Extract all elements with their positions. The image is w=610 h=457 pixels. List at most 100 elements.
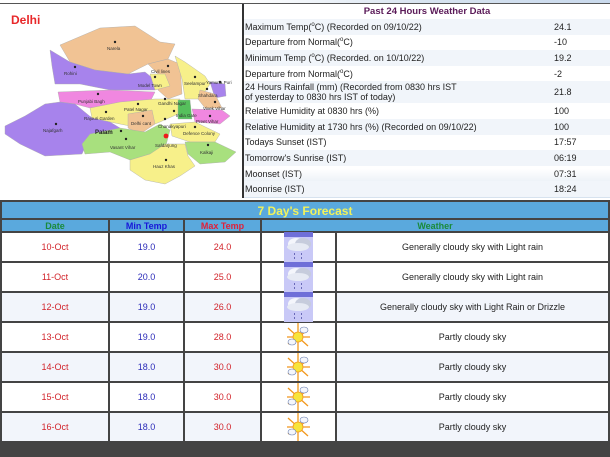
max-temp-value: 24.1 (554, 21, 572, 32)
forecast-max-temp: 30.0 (213, 392, 232, 402)
rain-cloud-icon (284, 292, 313, 322)
svg-text:Palam: Palam (95, 130, 113, 136)
svg-text:Model Town: Model Town (138, 83, 162, 88)
forecast-min-temp: 19.0 (137, 302, 156, 312)
min-temp-value: 19.2 (554, 52, 572, 63)
past-row-humidity-0830: Relative Humidity at 0830 hrs (%) 100 (244, 103, 610, 119)
past-24-table: Maximum Temp(oC) (Recorded on 09/10/22) … (244, 19, 610, 197)
svg-text:Yamuna Puri: Yamuna Puri (206, 80, 232, 85)
forecast-weather: Partly cloudy sky (438, 332, 507, 342)
forecast-date: 11-Oct (41, 272, 69, 282)
forecast-weather: Generally cloudy sky with Light Rain or … (379, 302, 566, 312)
panel-divider (242, 4, 244, 198)
forecast-min-temp: 19.0 (137, 332, 156, 342)
forecast-weather: Partly cloudy sky (438, 362, 507, 372)
seven-day-forecast-table: 7 Day's Forecast Date Min Temp Max Temp … (0, 200, 610, 457)
svg-text:Kalkaji: Kalkaji (200, 150, 213, 155)
svg-text:Gandhi Nagar: Gandhi Nagar (158, 101, 187, 106)
header-date: Date (2, 220, 108, 231)
past-row-sunset: Todays Sunset (IST) 17:57 (244, 135, 610, 151)
forecast-row: 12-Oct 19.0 26.0 Generally cloudy sky wi… (2, 292, 608, 323)
svg-text:Rohini: Rohini (64, 71, 77, 76)
forecast-date: 13-Oct (41, 332, 69, 342)
header-min-temp: Min Temp (110, 220, 183, 231)
past-row-min-departure: Departure from Normal(oC) -2 (244, 66, 610, 82)
sunrise-value: 06:19 (554, 152, 577, 163)
forecast-date: 12-Oct (41, 302, 69, 312)
forecast-weather: Generally cloudy sky with Light rain (401, 242, 544, 252)
forecast-max-temp: 25.0 (213, 272, 232, 282)
forecast-row: 15-Oct 18.0 30.0 Partly cloudy sky (2, 383, 608, 413)
humidity-1730-value: 100 (554, 121, 570, 132)
svg-text:Rajouri Garden: Rajouri Garden (84, 116, 115, 121)
forecast-min-temp: 20.0 (137, 272, 156, 282)
forecast-title: 7 Day's Forecast (2, 202, 608, 220)
forecast-max-temp: 24.0 (213, 242, 232, 252)
past-row-sunrise: Tomorrow's Sunrise (IST) 06:19 (244, 150, 610, 166)
partly-cloudy-icon (284, 382, 313, 412)
past-row-moonrise: Moonrise (IST) 18:24 (244, 181, 610, 197)
svg-text:Shahdara: Shahdara (198, 93, 218, 98)
svg-text:Hauz Khas: Hauz Khas (153, 164, 176, 169)
past-row-rainfall: 24 Hours Rainfall (mm) (Recorded from 08… (244, 81, 610, 104)
partly-cloudy-icon (284, 322, 313, 352)
past-24-hours-panel: Past 24 Hours Weather Data Maximum Temp(… (244, 4, 610, 198)
rainfall-value: 21.8 (554, 87, 572, 98)
header-weather: Weather (262, 220, 608, 231)
svg-text:Vasant Vihar: Vasant Vihar (110, 145, 136, 150)
svg-text:Preet Vihar: Preet Vihar (196, 119, 219, 124)
forecast-max-temp: 26.0 (213, 302, 232, 312)
svg-text:India Gate: India Gate (176, 113, 197, 118)
past-row-max-temp: Maximum Temp(oC) (Recorded on 09/10/22) … (244, 19, 610, 35)
svg-text:Patel Nagar: Patel Nagar (124, 107, 148, 112)
max-departure-value: -10 (554, 37, 568, 48)
rain-cloud-icon (284, 262, 313, 292)
partly-cloudy-icon (284, 412, 313, 442)
svg-text:Narela: Narela (107, 46, 121, 51)
moonrise-value: 18:24 (554, 184, 577, 195)
forecast-row: 10-Oct 19.0 24.0 Generally cloudy sky wi… (2, 232, 608, 263)
min-departure-value: -2 (554, 68, 563, 79)
past-row-min-temp: Minimum Temp (oC) (Recorded. on 10/10/22… (244, 50, 610, 66)
forecast-min-temp: 18.0 (137, 392, 156, 402)
forecast-date: 16-Oct (41, 422, 69, 432)
forecast-row: 11-Oct 20.0 25.0 Generally cloudy sky wi… (2, 262, 608, 293)
svg-text:Defence Colony: Defence Colony (183, 131, 216, 136)
forecast-row: 14-Oct 18.0 30.0 Partly cloudy sky (2, 353, 608, 383)
forecast-weather: Partly cloudy sky (438, 422, 507, 432)
forecast-row: 16-Oct 18.0 30.0 Partly cloudy sky (2, 413, 608, 443)
rain-cloud-icon (284, 232, 313, 262)
forecast-weather: Partly cloudy sky (438, 392, 507, 402)
moonset-value: 07:31 (554, 168, 577, 179)
delhi-map-panel: Narela Rohini Civil lines Model Town Seelam… (0, 4, 242, 198)
past-row-max-departure: Departure from Normal(oC) -10 (244, 35, 610, 51)
forecast-date: 14-Oct (41, 362, 69, 372)
humidity-0830-value: 100 (554, 106, 570, 117)
svg-text:Najafgarh: Najafgarh (43, 128, 63, 133)
forecast-max-temp: 30.0 (213, 362, 232, 372)
map-title: Delhi (11, 13, 41, 27)
top-strip (0, 0, 610, 4)
forecast-max-temp: 30.0 (213, 422, 232, 432)
forecast-min-temp: 19.0 (137, 242, 156, 252)
svg-text:Delhi cant: Delhi cant (131, 121, 152, 126)
delhi-district-map: Narela Rohini Civil lines Model Town Seelam… (4, 25, 237, 185)
past-row-moonset: Moonset (IST) 07:31 (244, 166, 610, 182)
sunset-value: 17:57 (554, 137, 577, 148)
svg-text:Seelampur: Seelampur (184, 81, 206, 86)
svg-text:Vivek Vihar: Vivek Vihar (203, 106, 226, 111)
forecast-date: 10-Oct (41, 242, 69, 252)
svg-text:Punjabi Bagh: Punjabi Bagh (78, 99, 105, 104)
partly-cloudy-icon (284, 352, 313, 382)
forecast-min-temp: 18.0 (137, 422, 156, 432)
header-max-temp: Max Temp (185, 220, 260, 231)
forecast-row: 13-Oct 19.0 28.0 Partly cloudy sky (2, 323, 608, 353)
svg-text:Safdarjung: Safdarjung (155, 143, 177, 148)
forecast-date: 15-Oct (41, 392, 69, 402)
past-row-humidity-1730: Relative Humidity at 1730 hrs (%) (Recor… (244, 118, 610, 135)
forecast-weather: Generally cloudy sky with Light rain (401, 272, 544, 282)
svg-text:Civil lines: Civil lines (151, 69, 171, 74)
past-24-title: Past 24 Hours Weather Data (363, 6, 491, 17)
forecast-max-temp: 28.0 (213, 332, 232, 342)
forecast-min-temp: 18.0 (137, 362, 156, 372)
